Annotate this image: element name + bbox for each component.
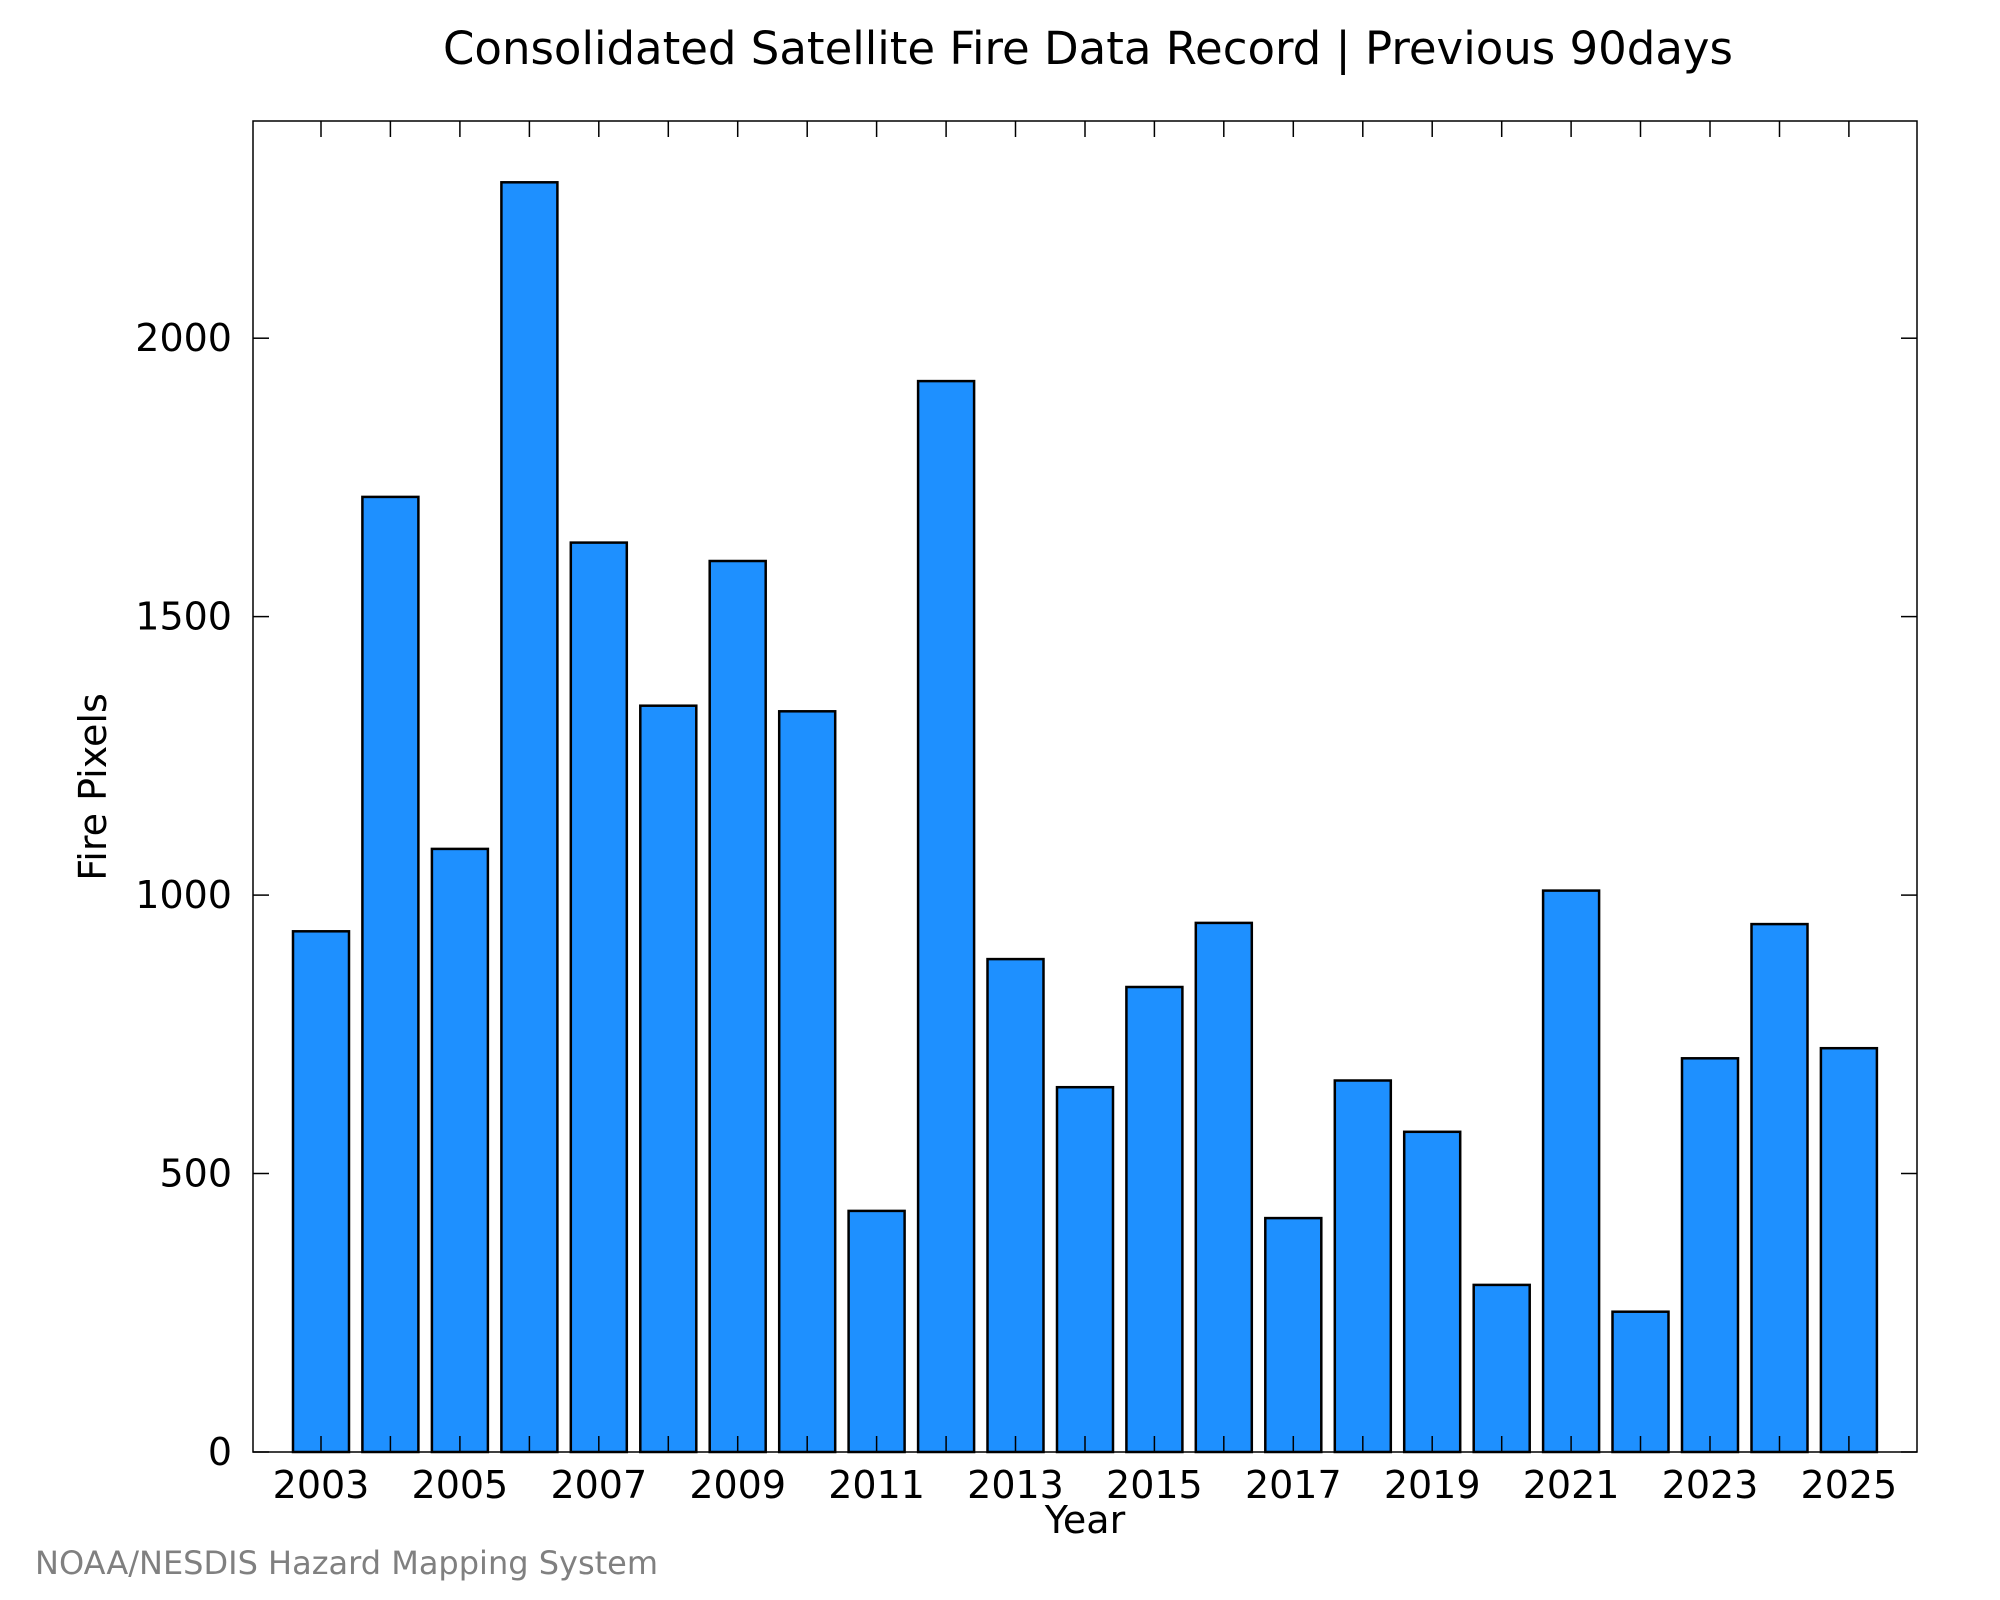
bar-2019 — [1402, 1130, 1462, 1454]
bar-2018 — [1333, 1079, 1393, 1454]
x-tick-label-2023: 2023 — [1662, 1463, 1759, 1507]
bar-2023 — [1680, 1057, 1740, 1454]
bar-2009 — [708, 559, 767, 1454]
x-tick-label-2021: 2021 — [1523, 1463, 1620, 1507]
y-tick-label-500: 500 — [159, 1152, 232, 1196]
bar-2011 — [847, 1209, 906, 1454]
x-tick-label-2015: 2015 — [1106, 1463, 1203, 1507]
y-tick-label-0: 0 — [208, 1430, 232, 1474]
bar-2006 — [500, 181, 559, 1454]
x-tick-label-2011: 2011 — [828, 1463, 925, 1507]
x-tick-label-2025: 2025 — [1801, 1463, 1898, 1507]
x-tick-label-2019: 2019 — [1384, 1463, 1481, 1507]
bar-2024 — [1750, 922, 1809, 1454]
x-tick-label-2013: 2013 — [967, 1463, 1064, 1507]
bars-layer — [291, 181, 1879, 1454]
bar-2003 — [291, 930, 351, 1454]
x-tick-label-2005: 2005 — [412, 1463, 509, 1507]
bar-2017 — [1264, 1216, 1323, 1454]
y-tick-label-2000: 2000 — [135, 316, 232, 360]
ticks-layer: 2003 2005 2007 2009 2011 2013 2015 2017 2019 2021… — [135, 121, 1917, 1507]
bar-2025 — [1819, 1046, 1879, 1454]
bar-2022 — [1611, 1310, 1670, 1454]
x-axis-label: Year — [1044, 1498, 1126, 1542]
bar-2008 — [639, 704, 698, 1454]
bar-2016 — [1194, 921, 1254, 1454]
bar-2005 — [430, 847, 490, 1454]
chart-title: Consolidated Satellite Fire Data Record … — [443, 22, 1733, 75]
bar-2007 — [569, 541, 629, 1454]
x-tick-label-2007: 2007 — [550, 1463, 647, 1507]
bar-2021 — [1541, 889, 1601, 1454]
x-tick-label-2017: 2017 — [1245, 1463, 1342, 1507]
bar-2010 — [777, 710, 837, 1454]
x-tick-label-2003: 2003 — [273, 1463, 370, 1507]
bar-2013 — [986, 957, 1045, 1454]
x-tick-label-2009: 2009 — [689, 1463, 786, 1507]
bar-2015 — [1125, 985, 1184, 1454]
y-axis-label: Fire Pixels — [71, 693, 115, 881]
bar-2012 — [916, 379, 976, 1454]
y-tick-label-1000: 1000 — [135, 873, 232, 917]
y-tick-label-1500: 1500 — [135, 595, 232, 639]
credit-text: NOAA/NESDIS Hazard Mapping System — [35, 1544, 658, 1582]
bar-2014 — [1055, 1085, 1115, 1454]
bar-2020 — [1472, 1283, 1531, 1454]
bar-2004 — [361, 495, 420, 1454]
